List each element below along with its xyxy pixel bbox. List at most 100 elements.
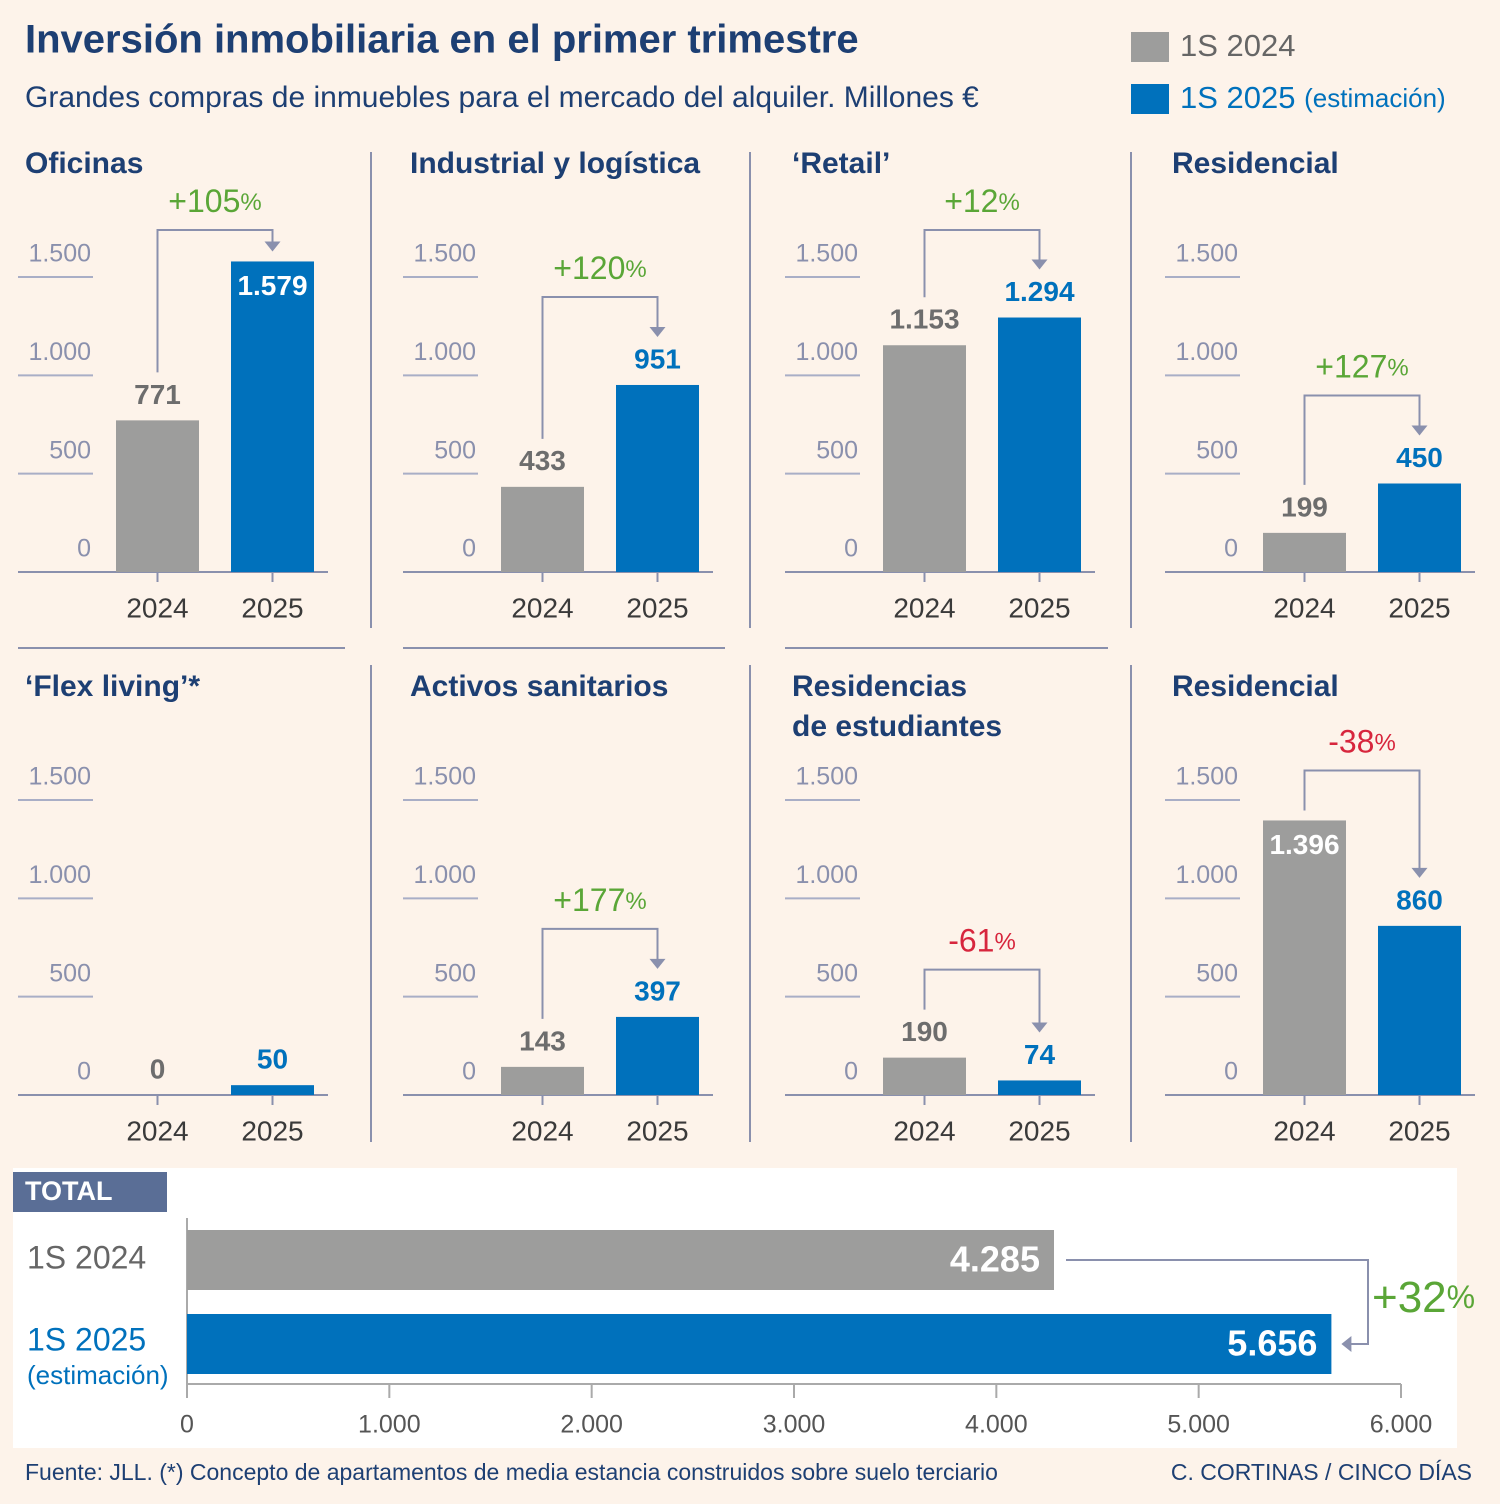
x-tick-label: 2025	[1008, 592, 1070, 623]
x-tick-label: 0	[180, 1411, 194, 1439]
x-tick-label: 2024	[126, 592, 188, 623]
y-tick-label: 0	[844, 1058, 858, 1086]
change-bracket	[923, 229, 1041, 298]
title: Inversión inmobiliaria en el primer trim…	[25, 18, 859, 62]
x-tick-label: 2025	[241, 592, 303, 623]
y-tick-label: 1.500	[1175, 763, 1238, 791]
y-tick-label: 500	[49, 959, 91, 987]
value-label: 1.294	[1004, 276, 1074, 307]
bar	[883, 1057, 966, 1095]
x-tick-label: 2025	[626, 592, 688, 623]
x-tick-label: 2024	[511, 592, 573, 623]
panel-title: Industrial y logística	[410, 147, 700, 180]
value-label: 951	[634, 343, 681, 374]
total-panel	[13, 1168, 1457, 1448]
panel-title: Activos sanitarios	[410, 670, 668, 703]
y-tick-label: 0	[77, 1058, 91, 1086]
bar	[187, 1230, 1054, 1290]
bar	[998, 317, 1081, 572]
y-tick-label: 500	[434, 959, 476, 987]
y-tick-label: 1.000	[1175, 338, 1238, 366]
change-bracket	[1303, 769, 1421, 870]
change-label: +32%	[1372, 1273, 1475, 1322]
legend-note: (estimación)	[1304, 83, 1446, 113]
value-label: 397	[634, 975, 681, 1006]
arrowhead	[1411, 425, 1428, 436]
x-tick-label: 4.000	[965, 1411, 1028, 1439]
change-bracket	[923, 968, 1041, 1025]
y-tick-label: 500	[49, 436, 91, 464]
separators	[18, 152, 1132, 1142]
arrowhead	[649, 326, 666, 337]
x-tick-label: 2024	[893, 592, 955, 623]
y-tick-label: 500	[816, 436, 858, 464]
footer-credit: C. CORTINAS / CINCO DÍAS	[1171, 1459, 1472, 1485]
y-tick-label: 0	[1224, 535, 1238, 563]
panel-title: de estudiantes	[792, 710, 1002, 743]
panel-title: Residencias	[792, 670, 967, 703]
panel-title: ‘Retail’	[792, 147, 890, 180]
value-label: 1.396	[1269, 829, 1339, 860]
y-tick-label: 1.000	[28, 861, 91, 889]
category-note: (estimación)	[27, 1360, 169, 1390]
bar	[1378, 925, 1461, 1095]
value-label: 4.285	[950, 1239, 1040, 1280]
bar	[616, 384, 699, 572]
panel-title: Residencial	[1172, 147, 1339, 180]
x-tick-label: 2025	[1388, 1115, 1450, 1146]
arrowhead	[1031, 259, 1048, 270]
x-tick-label: 2024	[1273, 1115, 1335, 1146]
y-tick-label: 500	[816, 959, 858, 987]
value-label: 5.656	[1227, 1323, 1317, 1364]
change-bracket	[1303, 394, 1421, 485]
y-tick-label: 500	[1196, 436, 1238, 464]
y-tick-label: 1.500	[413, 763, 476, 791]
arrowhead	[649, 958, 666, 969]
arrowhead	[1031, 1022, 1048, 1033]
y-tick-label: 1.500	[795, 240, 858, 268]
category-label: 1S 2025	[27, 1321, 146, 1357]
value-label: 1.579	[237, 270, 307, 301]
bar	[616, 1016, 699, 1095]
change-bracket	[541, 295, 659, 439]
change-bracket	[541, 927, 659, 1019]
y-tick-label: 0	[844, 535, 858, 563]
bar	[1378, 483, 1461, 572]
bar	[501, 486, 584, 572]
subtitle: Grandes compras de inmuebles para el mer…	[25, 81, 979, 114]
change-label: +127%	[1315, 349, 1408, 385]
y-tick-label: 1.000	[413, 338, 476, 366]
panel-title: TOTAL	[25, 1176, 113, 1206]
value-label: 860	[1396, 884, 1443, 915]
panel-title: Oficinas	[25, 147, 143, 180]
y-tick-label: 1.000	[1175, 861, 1238, 889]
change-label: -38%	[1328, 724, 1396, 760]
bar	[231, 261, 314, 572]
x-tick-label: 2024	[893, 1115, 955, 1146]
y-tick-label: 1.000	[795, 338, 858, 366]
value-label: 771	[134, 379, 181, 410]
x-tick-label: 2.000	[560, 1411, 623, 1439]
bar	[187, 1314, 1332, 1374]
bar	[883, 345, 966, 572]
value-label: 1.153	[889, 304, 959, 335]
y-tick-label: 0	[462, 535, 476, 563]
x-tick-label: 2024	[1273, 592, 1335, 623]
bar	[1263, 532, 1346, 572]
y-tick-label: 1.000	[413, 861, 476, 889]
legend-label: 1S 2025 (estimación)	[1180, 80, 1446, 115]
change-bracket	[1066, 1259, 1369, 1345]
x-tick-label: 1.000	[358, 1411, 421, 1439]
x-tick-label: 2025	[1388, 592, 1450, 623]
value-label: 190	[901, 1016, 948, 1047]
legend-swatch	[1131, 32, 1169, 62]
x-tick-label: 3.000	[763, 1411, 826, 1439]
panel-title: Residencial	[1172, 670, 1339, 703]
x-tick-label: 2025	[241, 1115, 303, 1146]
legend-swatch	[1131, 84, 1169, 114]
change-label: -61%	[948, 923, 1016, 959]
y-tick-label: 500	[1196, 959, 1238, 987]
bar	[1263, 820, 1346, 1095]
y-tick-label: 1.500	[413, 240, 476, 268]
